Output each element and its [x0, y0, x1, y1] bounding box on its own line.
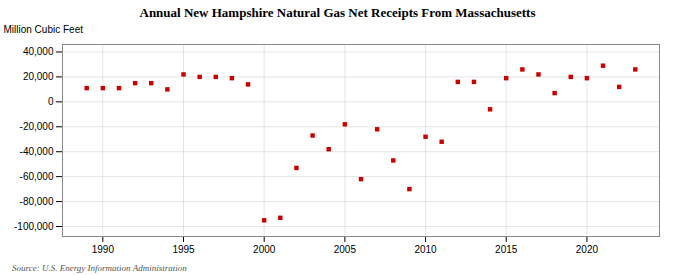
svg-text:-100,000: -100,000 [14, 221, 54, 232]
svg-text:2000: 2000 [253, 244, 276, 255]
html-text:Annual New Hampshire Natural G: Annual New Hampshire Natural Gas Net Rec… [139, 5, 536, 20]
svg-text:2010: 2010 [414, 244, 437, 255]
svg-text:2005: 2005 [334, 244, 357, 255]
svg-text:2015: 2015 [495, 244, 518, 255]
svg-text:20,000: 20,000 [23, 71, 54, 82]
svg-text:-40,000: -40,000 [20, 146, 54, 157]
svg-text:Million Cubic Feet: Million Cubic Feet [4, 24, 84, 35]
svg-text:-20,000: -20,000 [20, 121, 54, 132]
svg-text:-60,000: -60,000 [20, 171, 54, 182]
svg-text:1990: 1990 [92, 244, 115, 255]
svg-text:2020: 2020 [576, 244, 599, 255]
svg-text:1995: 1995 [172, 244, 195, 255]
svg-text:40,000: 40,000 [23, 46, 54, 57]
svg-text:0: 0 [48, 96, 54, 107]
svg-text:-80,000: -80,000 [20, 196, 54, 207]
html-text:Source: U.S. Energy Informatio: Source: U.S. Energy Information Administ… [12, 263, 187, 273]
